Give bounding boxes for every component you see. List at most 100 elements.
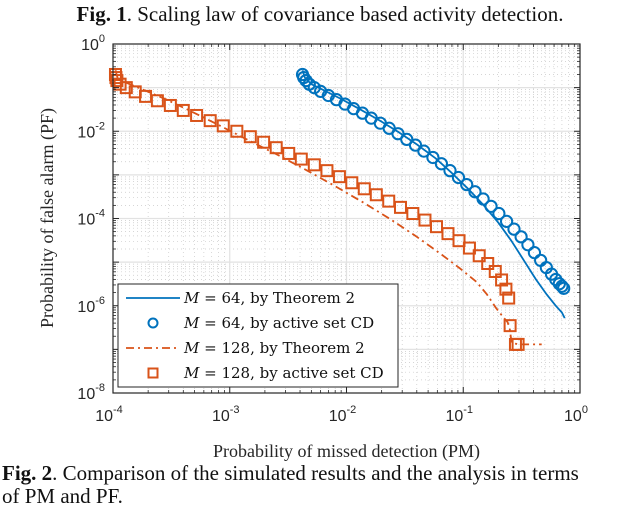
y-tick-exponent: 0 bbox=[99, 33, 105, 45]
series-3 bbox=[108, 67, 525, 351]
y-tick-exponent: -6 bbox=[95, 295, 105, 307]
series-0 bbox=[301, 70, 566, 319]
data-point-square bbox=[406, 207, 420, 221]
legend-description: = 128, by active set CD bbox=[199, 364, 383, 382]
y-tick-label: 100 bbox=[81, 33, 105, 54]
data-point-square bbox=[203, 114, 217, 128]
data-point-square bbox=[216, 119, 230, 133]
x-tick-label: 10-3 bbox=[212, 404, 240, 425]
legend-square-icon bbox=[147, 367, 159, 379]
data-point-square bbox=[462, 241, 476, 255]
legend-variable: M bbox=[183, 314, 200, 332]
x-tick-label: 10-4 bbox=[95, 404, 123, 425]
x-tick-exponent: -4 bbox=[113, 404, 123, 416]
data-point-square bbox=[481, 256, 495, 270]
y-tick-exponent: -2 bbox=[95, 120, 105, 132]
data-point-square bbox=[452, 234, 466, 248]
legend-circle-icon bbox=[147, 317, 159, 329]
data-point-square bbox=[418, 213, 432, 227]
figure-2-text-line-1: . Comparison of the simulated results an… bbox=[52, 461, 579, 485]
x-tick-exponent: -1 bbox=[463, 404, 473, 416]
y-tick-base: 10 bbox=[81, 37, 99, 54]
data-point-square bbox=[282, 146, 296, 160]
y-axis-title: Probability of false alarm (PF) bbox=[37, 108, 58, 328]
x-tick-exponent: 0 bbox=[582, 404, 588, 416]
data-point-square bbox=[332, 170, 346, 184]
figure-2-caption: Fig. 2. Comparison of the simulated resu… bbox=[2, 462, 640, 508]
data-point-square bbox=[163, 98, 177, 112]
data-point-circle bbox=[476, 192, 490, 206]
data-point-square bbox=[150, 94, 164, 108]
data-point-circle bbox=[443, 164, 457, 178]
x-tick-base: 10 bbox=[329, 408, 347, 425]
x-tick-base: 10 bbox=[212, 408, 230, 425]
legend-label: M = 64, by active set CD bbox=[183, 314, 374, 332]
data-point-circle bbox=[299, 73, 313, 88]
figure-1-caption: Fig. 1. Scaling law of covariance based … bbox=[0, 2, 640, 27]
legend-item-2: M = 128, by Theorem 2 bbox=[126, 339, 365, 357]
legend-box bbox=[117, 283, 399, 388]
data-point-circle bbox=[557, 281, 571, 295]
series-2 bbox=[114, 70, 542, 346]
data-point-square bbox=[269, 141, 283, 155]
data-point-square bbox=[511, 337, 525, 351]
data-point-square bbox=[110, 74, 124, 88]
data-point-circle bbox=[492, 206, 506, 221]
data-point-square bbox=[119, 81, 133, 95]
data-point-circle bbox=[426, 150, 440, 165]
y-tick-label: 10-2 bbox=[77, 120, 105, 141]
legend-description: = 64, by active set CD bbox=[199, 314, 374, 332]
legend: M = 64, by Theorem 2M = 64, by active se… bbox=[117, 283, 399, 388]
y-tick-label: 10-8 bbox=[77, 382, 105, 403]
x-axis-ticks: 10-4 10-3 10-2 10-1 100 bbox=[95, 404, 588, 425]
x-tick-label: 10-1 bbox=[445, 404, 473, 425]
figure-1-text: . Scaling law of covariance based activi… bbox=[126, 2, 564, 26]
data-point-square bbox=[502, 291, 516, 305]
data-point-square bbox=[382, 194, 396, 208]
legend-description: = 128, by Theorem 2 bbox=[199, 339, 364, 357]
data-point-square bbox=[441, 227, 455, 241]
data-point-square bbox=[320, 164, 334, 178]
legend-item-3: M = 128, by active set CD bbox=[147, 364, 384, 382]
data-point-circle bbox=[514, 230, 528, 244]
data-point-circle bbox=[484, 199, 498, 213]
y-tick-exponent: -8 bbox=[95, 382, 105, 394]
data-point-square bbox=[499, 282, 513, 296]
legend-label: M = 128, by active set CD bbox=[183, 364, 384, 382]
data-point-circle bbox=[451, 170, 466, 185]
legend-label: M = 64, by Theorem 2 bbox=[183, 289, 355, 307]
data-point-circle bbox=[507, 222, 521, 236]
data-point-square bbox=[257, 135, 271, 149]
data-point-square bbox=[503, 319, 517, 333]
x-axis-title: Probability of missed detection (PM) bbox=[213, 441, 480, 462]
data-point-square bbox=[243, 130, 257, 144]
y-tick-base: 10 bbox=[77, 212, 95, 229]
x-tick-base: 10 bbox=[445, 408, 463, 425]
data-point-square bbox=[294, 152, 308, 166]
legend-label: M = 128, by Theorem 2 bbox=[183, 339, 365, 357]
data-point-circle bbox=[527, 246, 542, 260]
x-tick-base: 10 bbox=[564, 408, 582, 425]
series-line bbox=[114, 70, 542, 346]
y-tick-label: 10-4 bbox=[77, 208, 105, 229]
legend-description: = 64, by Theorem 2 bbox=[199, 289, 355, 307]
data-point-circle bbox=[434, 157, 449, 171]
data-point-circle bbox=[468, 185, 482, 199]
data-point-square bbox=[393, 200, 407, 214]
data-point-circle bbox=[460, 177, 474, 192]
figure-2-text-line-2: of PM and PF. bbox=[2, 484, 123, 508]
legend-variable: M bbox=[183, 289, 200, 307]
y-tick-label: 10-6 bbox=[77, 295, 105, 316]
series-1 bbox=[295, 67, 571, 295]
data-point-circle bbox=[555, 279, 569, 293]
data-point-square bbox=[357, 182, 371, 196]
series-line bbox=[301, 70, 566, 319]
y-tick-base: 10 bbox=[77, 299, 95, 316]
x-tick-label: 10-2 bbox=[329, 404, 357, 425]
data-point-square bbox=[307, 158, 321, 172]
data-point-square bbox=[495, 273, 509, 287]
x-tick-exponent: -2 bbox=[347, 404, 357, 416]
y-tick-exponent: -4 bbox=[95, 208, 105, 220]
